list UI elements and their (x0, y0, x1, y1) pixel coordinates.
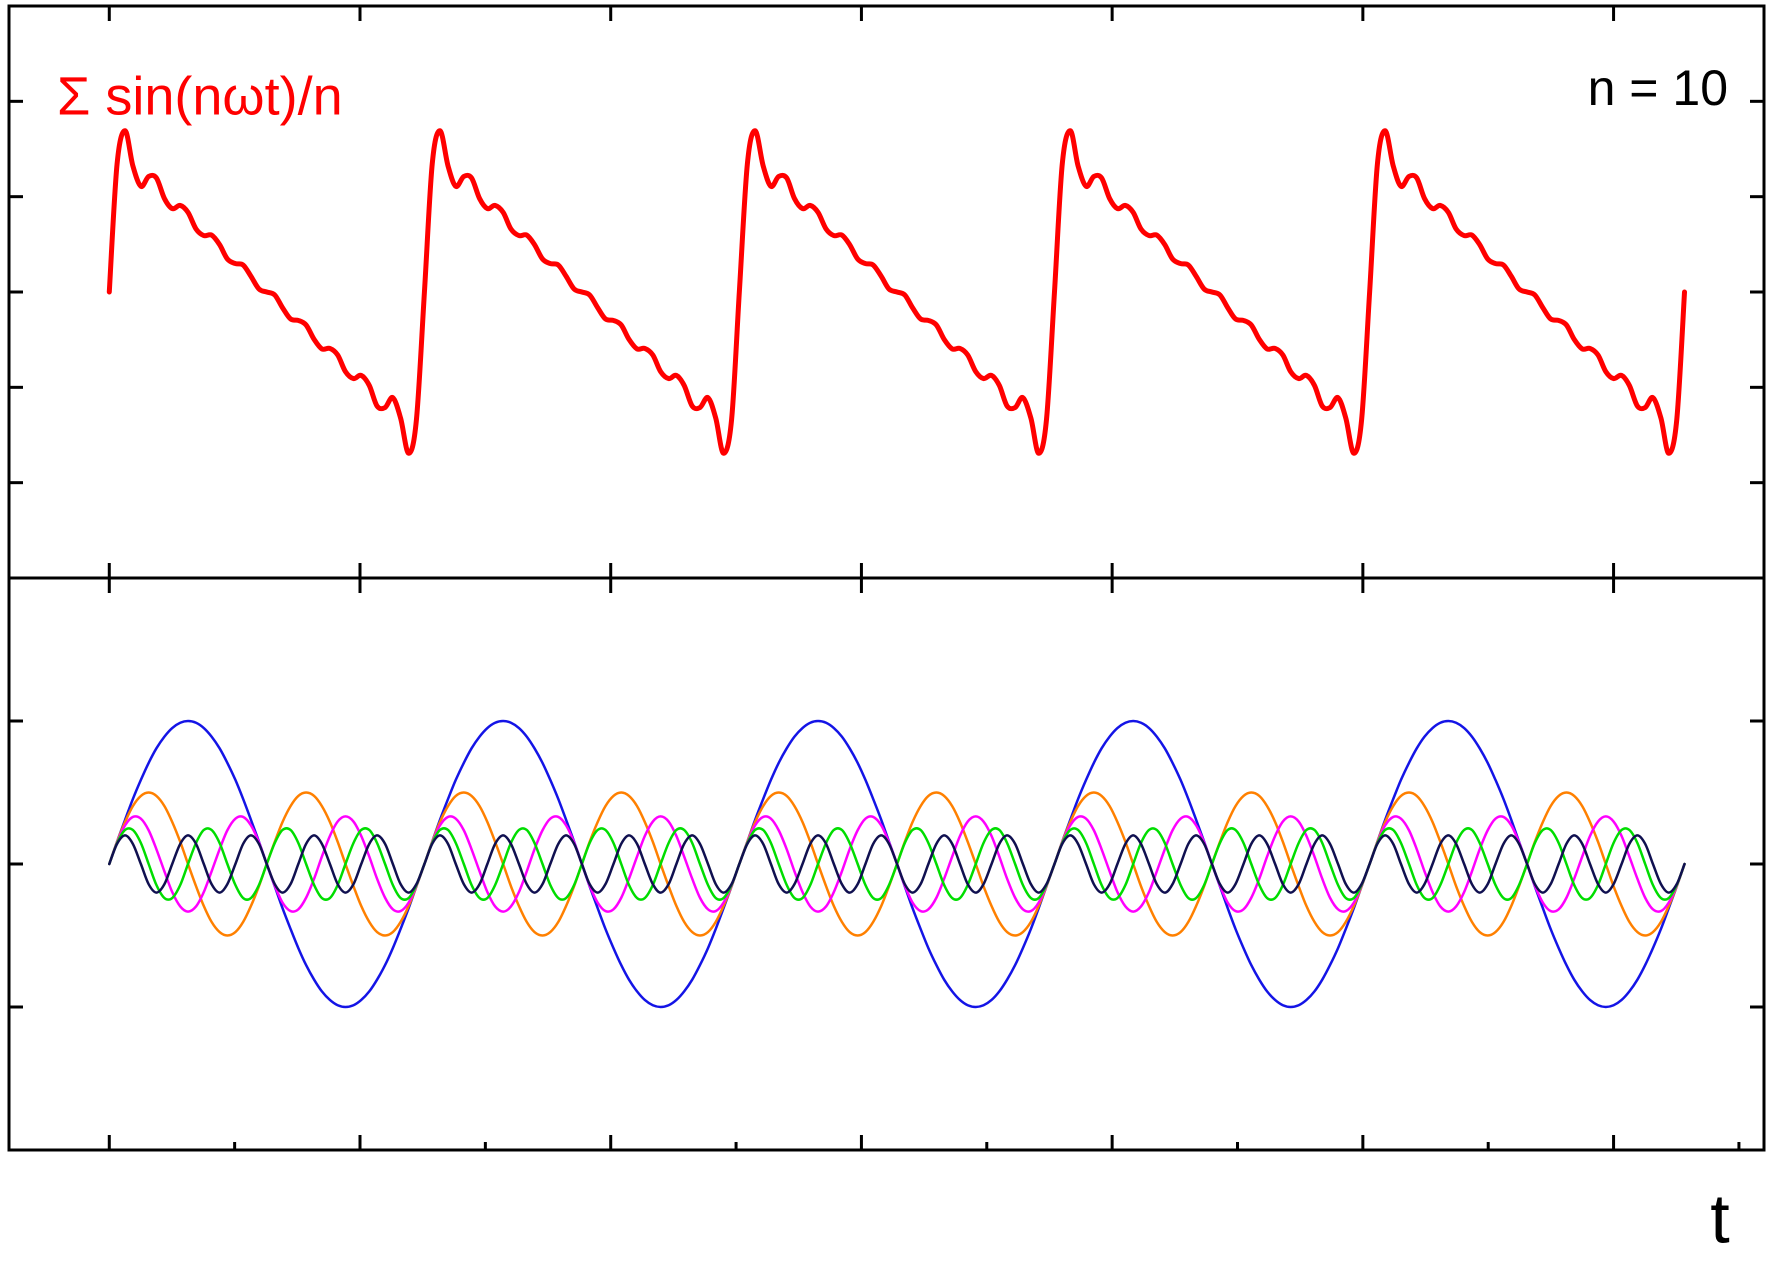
series-line (106, 128, 1688, 456)
series-line (108, 834, 1686, 894)
panel-frame (7, 576, 1766, 1152)
x-axis-label: t (1710, 1179, 1729, 1257)
panel-title: Σ sin(nωt)/n (57, 66, 343, 126)
annotation: n = 10 (1588, 60, 1728, 116)
